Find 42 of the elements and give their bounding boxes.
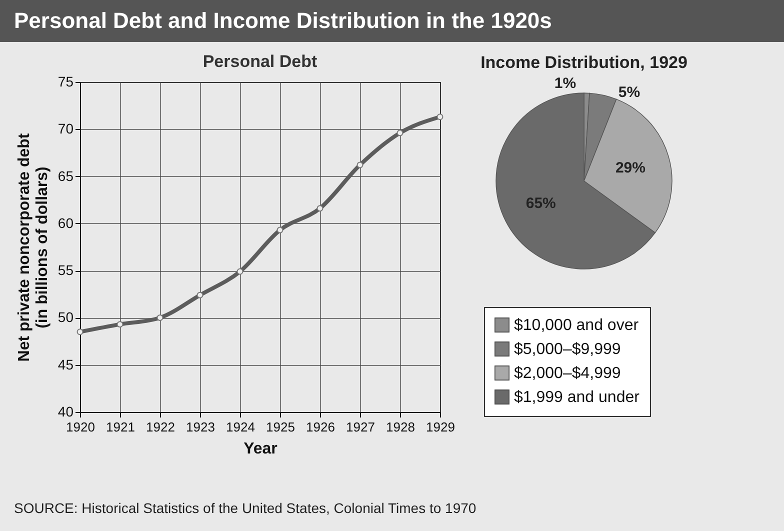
x-tick-label: 1920 bbox=[66, 420, 95, 434]
x-tick-label: 1927 bbox=[346, 420, 375, 434]
point bbox=[76, 328, 84, 336]
y-tick-label: 40 bbox=[58, 404, 74, 420]
legend-label: $2,000–$4,999 bbox=[514, 365, 621, 382]
y-tick-label: 65 bbox=[58, 168, 74, 184]
legend-label: $10,000 and over bbox=[514, 317, 640, 334]
chart-title: Personal Debt bbox=[202, 52, 318, 71]
legend-label: $1,999 and under bbox=[514, 389, 640, 406]
x-tick-label: 1925 bbox=[266, 420, 295, 434]
x-axis-title: Year bbox=[244, 440, 278, 458]
text: Personal Debt and Income Distribution in the 1920s bbox=[0, 0, 784, 42]
x-tick-label: 1926 bbox=[306, 420, 335, 434]
y-tick-label: 70 bbox=[58, 120, 74, 137]
point bbox=[436, 114, 444, 120]
point bbox=[276, 226, 284, 234]
data-label: 29% bbox=[615, 159, 646, 176]
data-label: 5% bbox=[618, 84, 640, 101]
x-tick-label: 1929 bbox=[426, 420, 455, 434]
x-tick-label: 1928 bbox=[386, 420, 415, 434]
y-tick-label: 60 bbox=[58, 214, 74, 231]
y-axis-title: Net private noncorporate debt (in billions of dollars) bbox=[16, 132, 51, 362]
y-tick-label: 55 bbox=[58, 262, 74, 278]
x-tick-label: 1922 bbox=[146, 420, 175, 434]
data-label: 1% bbox=[554, 74, 576, 92]
x-tick-label: 1924 bbox=[226, 420, 255, 434]
x-tick-label: 1921 bbox=[106, 420, 135, 434]
point bbox=[236, 268, 244, 275]
x-tick-label: 1923 bbox=[186, 420, 215, 434]
source-note: SOURCE: Historical Statistics of the United States, Colonial Times to 1970 bbox=[14, 500, 476, 516]
point bbox=[116, 321, 124, 328]
point bbox=[396, 130, 404, 136]
y-tick-label: 45 bbox=[58, 356, 74, 372]
legend-label: $5,000–$9,999 bbox=[514, 341, 621, 358]
point bbox=[156, 314, 164, 321]
point bbox=[196, 292, 204, 298]
data-label: 65% bbox=[526, 194, 556, 212]
point bbox=[316, 205, 324, 212]
y-tick-label: 75 bbox=[58, 74, 74, 90]
point bbox=[356, 162, 364, 168]
chart-title: Income Distribution, 1929 bbox=[480, 52, 688, 72]
y-tick-label: 50 bbox=[58, 309, 74, 326]
